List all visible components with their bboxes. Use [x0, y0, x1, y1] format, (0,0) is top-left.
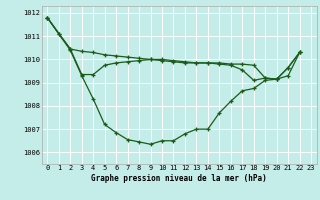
X-axis label: Graphe pression niveau de la mer (hPa): Graphe pression niveau de la mer (hPa): [91, 174, 267, 183]
